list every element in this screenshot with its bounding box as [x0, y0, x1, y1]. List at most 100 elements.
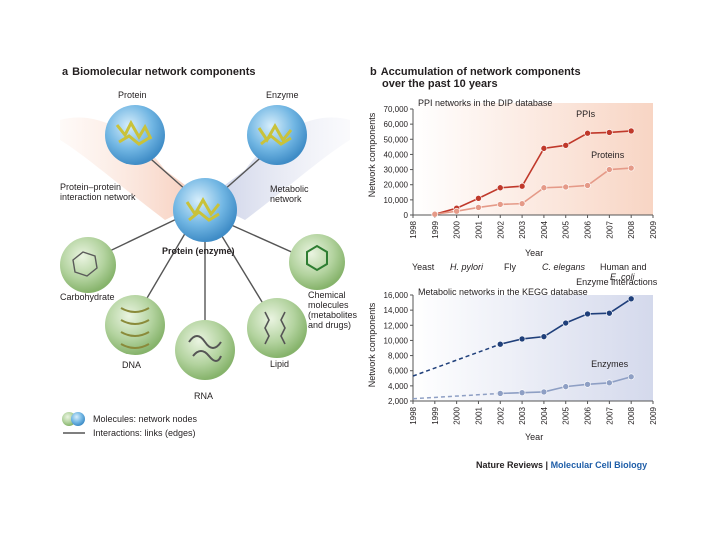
- legend-edges-label: Interactions: links (edges): [93, 428, 196, 438]
- chart2-ytick-label: 8,000: [388, 352, 409, 361]
- chart1-series-0-point: [496, 184, 504, 192]
- chart2-xtick-label: 2009: [649, 406, 658, 424]
- chart2-series-1-point: [584, 381, 591, 388]
- chart1-ytick-label: 50,000: [384, 135, 409, 144]
- label-rna: RNA: [194, 391, 214, 401]
- chart2-xtick-label: 2008: [627, 406, 636, 424]
- chart2-plot-bg: [413, 295, 653, 401]
- chart2-xlabel: Year: [525, 432, 544, 442]
- chart1-xtick-label: 2007: [605, 220, 614, 238]
- chart1-series-1-point: [540, 184, 548, 192]
- node-carbohydrate: [60, 237, 116, 293]
- chart2-ytick-label: 12,000: [384, 321, 409, 330]
- node-enzyme: [247, 105, 307, 165]
- chart2-series-0-point: [496, 340, 504, 348]
- chart2-xtick-label: 2004: [540, 406, 549, 424]
- label-center-protein: Protein (enzyme): [162, 246, 235, 256]
- chart2-series-0-point: [540, 333, 548, 340]
- chart1-ytick-label: 20,000: [384, 181, 409, 190]
- label-chemical-line3: (metabolites: [308, 310, 358, 320]
- chart2-ytick-label: 6,000: [388, 367, 409, 376]
- chart2-ytick-label: 2,000: [388, 397, 409, 406]
- chart1-series-0-point: [627, 127, 635, 135]
- chart1-series-0-point: [562, 142, 570, 149]
- footer-section: Molecular Cell Biology: [550, 460, 648, 470]
- chart2-ytick-label: 10,000: [384, 336, 409, 345]
- label-ppi-network-line2: interaction network: [60, 192, 136, 202]
- chart1-series-0-line: [434, 130, 632, 216]
- chart1-series-1-point: [518, 200, 526, 207]
- label-ppi-network-line1: Protein–protein: [60, 182, 122, 192]
- label-enzyme: Enzyme: [266, 90, 299, 100]
- journal-footer: Nature Reviews | Molecular Cell Biology: [476, 460, 647, 470]
- chart1-xtick-label: 1999: [431, 220, 440, 238]
- panel-b-title: b Accumulation of network components over…: [370, 66, 581, 90]
- chart1-series-1-point: [453, 207, 460, 215]
- label-lipid: Lipid: [270, 359, 290, 369]
- node-protein: [105, 105, 165, 165]
- chart1-xtick-label: 2002: [496, 220, 505, 238]
- chart1-xtick-label: 2004: [540, 220, 549, 238]
- chart2-title: Metabolic networks in the KEGG database: [418, 287, 588, 297]
- chart1-xlabel: Year: [525, 248, 544, 258]
- organism-fly: Fly: [504, 262, 516, 272]
- node-center-protein: [173, 178, 237, 242]
- panel-b-charts: 0 10,000 20,000 30,000 40,000 50,000 60,000 70,…: [384, 103, 658, 425]
- chart2-series-1-dashed: [412, 392, 501, 400]
- chart2-xtick-label: 2007: [605, 406, 614, 424]
- chart1-ytick-label: 70,000: [384, 105, 409, 114]
- chart1-series-1-line: [434, 167, 632, 216]
- chart2-series-0-point: [606, 309, 613, 317]
- chart2-series-0-point: [627, 295, 635, 303]
- chart1-ytick-label: 0: [404, 211, 409, 220]
- chart1-series-1-point: [606, 166, 613, 173]
- chart1-series-1-point: [475, 204, 482, 211]
- label-carbohydrate: Carbohydrate: [60, 292, 115, 302]
- label-metabolic-line2: network: [270, 194, 302, 204]
- organism-c-elegans: C. elegans: [542, 262, 586, 272]
- chart1-ylabel: Network components: [367, 112, 377, 198]
- chart1-xtick-label: 2003: [518, 220, 527, 238]
- panel-a-letter: a: [62, 66, 69, 78]
- chart2-series-0-label: Enzyme interactions: [576, 277, 658, 287]
- chart2-series-0-point: [584, 310, 591, 318]
- chart1-series-1-point: [562, 183, 570, 191]
- chart2-ytick-label: 4,000: [388, 382, 409, 391]
- chart1-ytick-label: 60,000: [384, 120, 409, 129]
- chart1-ytick-label: 10,000: [384, 196, 409, 205]
- chart2-series-1-point: [496, 390, 504, 397]
- label-metabolic-network: Metabolic network: [270, 184, 309, 204]
- chart1-series-0-point: [518, 182, 526, 190]
- chart2-xtick-label: 2003: [518, 406, 527, 424]
- chart1-series-1-point: [584, 182, 591, 189]
- panel-b-letter: b: [370, 66, 377, 78]
- chart1-xtick-label: 2009: [649, 220, 658, 238]
- chart1-series-1-label: Proteins: [591, 150, 625, 160]
- chart1-xtick-label: 1998: [409, 220, 418, 238]
- organism-yeast: Yeast: [412, 262, 435, 272]
- network-diagram: [60, 105, 350, 434]
- chart2-ytick-label: 14,000: [384, 306, 409, 315]
- chart1-series-0-point: [540, 145, 548, 152]
- panel-b-heading-line2: over the past 10 years: [382, 78, 498, 90]
- chart1-xtick-label: 2000: [453, 220, 462, 238]
- label-chemical-line4: and drugs): [308, 320, 352, 330]
- panel-a-heading: Biomolecular network components: [72, 66, 256, 78]
- chart1-series-0-label: PPIs: [576, 109, 596, 119]
- panel-b-heading-line1: Accumulation of network components: [380, 66, 581, 78]
- panel-a-title: a Biomolecular network components: [62, 66, 256, 78]
- chart2-xtick-label: 2006: [584, 406, 593, 424]
- label-chemical-line1: Chemical: [308, 290, 346, 300]
- chart2-series-0-point: [562, 319, 570, 327]
- chart2-series-1-point: [562, 383, 570, 390]
- chart2-xtick-label: 2002: [496, 406, 505, 424]
- chart2-series-1-point: [540, 388, 548, 396]
- chart1-series-1-point: [627, 164, 635, 172]
- label-metabolic-line1: Metabolic: [270, 184, 309, 194]
- node-dna: [105, 295, 165, 355]
- node-chemical: [289, 234, 345, 290]
- footer-journal: Nature Reviews: [476, 460, 544, 470]
- label-chemical: Chemical molecules (metabolites and drug…: [308, 290, 357, 330]
- chart1-series-1-point: [496, 201, 504, 208]
- chart2-ylabel: Network components: [367, 302, 377, 388]
